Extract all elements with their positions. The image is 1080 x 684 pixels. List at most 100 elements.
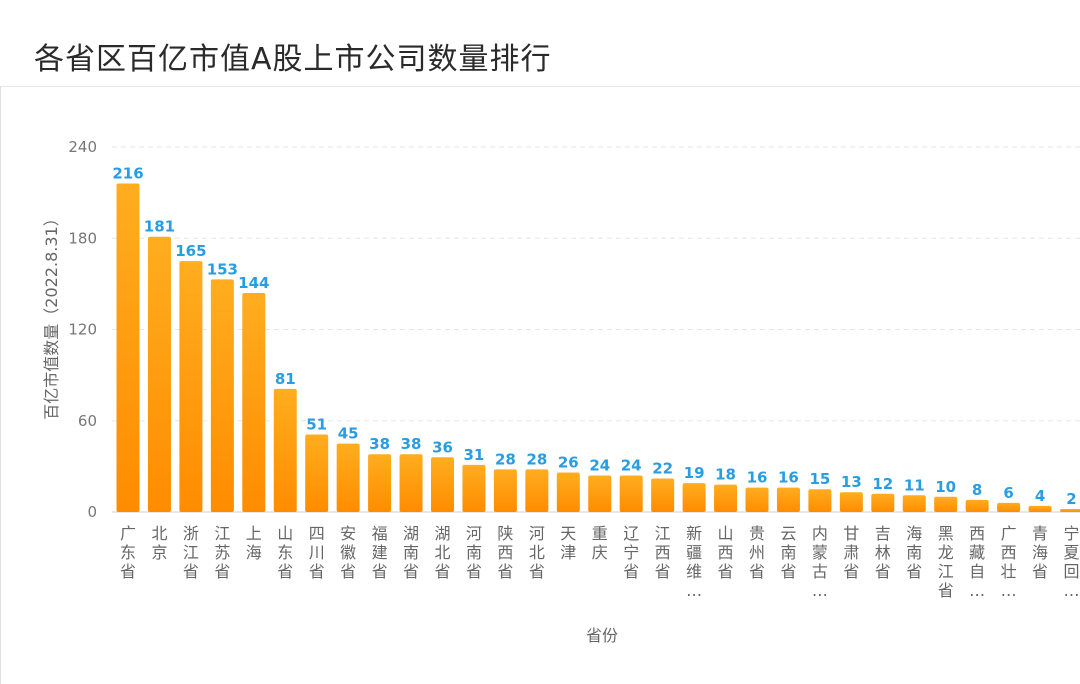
x-tick-label: 西藏自… — [969, 524, 985, 600]
bar[interactable] — [336, 443, 360, 512]
bar-value-label: 13 — [841, 473, 862, 491]
x-tick-label: 北京 — [151, 524, 167, 562]
bar-value-label: 18 — [715, 466, 736, 484]
y-tick-label: 120 — [68, 321, 97, 339]
bar[interactable] — [871, 493, 895, 512]
bar[interactable] — [305, 434, 329, 512]
x-axis-label: 省份 — [586, 626, 618, 645]
bar-value-label: 16 — [778, 469, 799, 487]
x-tick-label: 山西省 — [718, 524, 734, 581]
bar[interactable] — [462, 464, 486, 512]
bar[interactable] — [588, 475, 612, 513]
chart-title: 各省区百亿市值A股上市公司数量排行 — [34, 42, 552, 77]
bar-value-label: 26 — [558, 453, 579, 471]
bar[interactable] — [273, 388, 297, 512]
y-tick-label: 0 — [87, 503, 97, 521]
bar-value-label: 38 — [369, 435, 390, 453]
bar-value-label: 181 — [144, 218, 175, 236]
bar[interactable] — [493, 469, 517, 512]
y-tick-label: 60 — [78, 412, 97, 430]
x-tick-label: 黑龙江省 — [938, 524, 954, 600]
bar[interactable] — [619, 475, 643, 513]
x-tick-label: 青海省 — [1032, 524, 1048, 581]
bar[interactable] — [116, 183, 140, 513]
bar-value-label: 24 — [589, 457, 610, 475]
bar[interactable] — [242, 293, 266, 512]
bar-value-label: 165 — [175, 242, 206, 260]
x-tick-label: 内蒙古… — [812, 524, 828, 600]
x-tick-label: 安徽省 — [340, 524, 356, 581]
bar-value-label: 4 — [1035, 487, 1045, 505]
bar[interactable] — [997, 502, 1021, 512]
bar-value-label: 8 — [972, 481, 982, 499]
x-tick-label: 新疆维… — [686, 524, 702, 600]
x-tick-label: 宁夏回… — [1063, 524, 1079, 600]
bar[interactable] — [714, 484, 738, 512]
bar-value-label: 31 — [464, 446, 485, 464]
bars — [116, 183, 1080, 513]
bar[interactable] — [147, 236, 171, 512]
x-tick-label: 广东省 — [120, 524, 136, 581]
bar[interactable] — [965, 499, 989, 512]
y-axis-ticks: 0 60 120 180 240 — [68, 138, 97, 521]
x-tick-label: 湖北省 — [434, 524, 450, 581]
bar-value-label: 19 — [684, 464, 705, 482]
bar[interactable] — [556, 472, 580, 512]
bar[interactable] — [808, 489, 832, 512]
bar-value-label: 216 — [112, 165, 143, 183]
chart-header: 各省区百亿市值A股上市公司数量排行 — [0, 0, 1080, 87]
x-tick-label: 贵州省 — [749, 524, 765, 581]
x-tick-label: 河南省 — [466, 524, 482, 581]
x-tick-label: 江苏省 — [214, 524, 230, 581]
x-tick-label: 海南省 — [906, 524, 922, 581]
x-tick-label: 陕西省 — [497, 524, 513, 581]
bar[interactable] — [210, 279, 234, 512]
bar[interactable] — [934, 496, 958, 512]
x-tick-label: 福建省 — [372, 524, 388, 581]
x-tick-label: 四川省 — [309, 524, 325, 581]
bar[interactable] — [431, 457, 454, 512]
bar-value-label: 36 — [432, 438, 453, 456]
x-tick-label: 辽宁省 — [623, 524, 639, 581]
bar[interactable] — [682, 483, 706, 512]
x-tick-label: 浙江省 — [183, 524, 199, 581]
bar[interactable] — [1028, 505, 1052, 512]
bar-value-label: 2 — [1066, 490, 1076, 508]
bar[interactable] — [399, 454, 423, 512]
x-tick-label: 河北省 — [529, 524, 545, 581]
x-tick-label: 吉林省 — [875, 524, 891, 581]
bar[interactable] — [745, 487, 769, 512]
bar-value-label: 22 — [652, 460, 673, 478]
x-tick-label: 甘肃省 — [843, 524, 859, 581]
y-tick-label: 180 — [68, 229, 97, 247]
x-tick-label: 山东省 — [277, 524, 293, 581]
bar-value-label: 51 — [306, 415, 327, 433]
bar[interactable] — [776, 487, 800, 512]
bar[interactable] — [525, 469, 549, 512]
bar[interactable] — [368, 454, 392, 512]
bar[interactable] — [1060, 508, 1080, 512]
x-tick-label: 天津 — [560, 524, 576, 562]
bar-value-label: 12 — [872, 475, 893, 493]
bar-value-label: 10 — [935, 478, 956, 496]
bar[interactable] — [179, 261, 203, 512]
x-tick-label: 广西壮… — [1001, 524, 1017, 600]
bar-value-label: 38 — [401, 435, 422, 453]
bar-value-label: 24 — [621, 457, 642, 475]
bar-value-label: 28 — [526, 450, 547, 468]
bar-value-label: 144 — [238, 274, 269, 292]
bar-value-label: 15 — [809, 470, 830, 488]
y-tick-label: 240 — [68, 138, 97, 156]
bar-value-label: 28 — [495, 450, 516, 468]
x-tick-label: 云南省 — [780, 524, 796, 581]
x-tick-label: 湖南省 — [403, 524, 419, 581]
bar-value-label: 81 — [275, 370, 296, 388]
x-tick-label: 上海 — [246, 524, 262, 562]
bar[interactable] — [839, 492, 863, 512]
bar[interactable] — [902, 495, 926, 512]
bar[interactable] — [651, 478, 675, 512]
bar-value-label: 11 — [904, 476, 925, 494]
bar-value-label: 6 — [1003, 484, 1013, 502]
